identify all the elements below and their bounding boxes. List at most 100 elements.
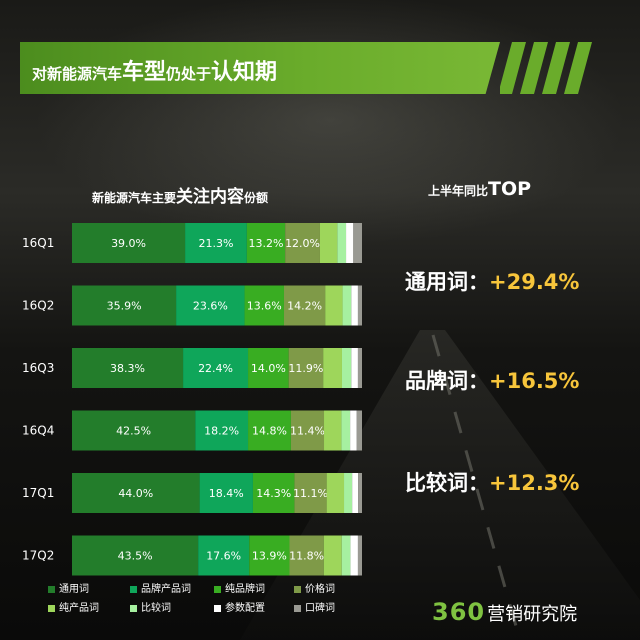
bar-segment [341, 535, 351, 576]
bar-segment [351, 285, 358, 326]
banner-stripes [500, 42, 592, 94]
bar-segment [72, 285, 177, 326]
data-label: 11.4% [290, 425, 325, 438]
category-label: 16Q2 [22, 299, 54, 313]
stat-compare: 比较词：+12.3% [405, 467, 579, 497]
data-label: 14.0% [251, 362, 286, 375]
bar-segment [249, 535, 290, 576]
bar-segment [352, 473, 359, 513]
data-label: 38.3% [110, 362, 145, 375]
bar-segment [341, 348, 352, 388]
stat-value: +16.5% [489, 369, 580, 393]
category-label: 16Q3 [22, 361, 54, 375]
bar-segment [248, 348, 289, 388]
chart-title-2: 关注内容 [176, 187, 245, 207]
data-label: 43.5% [118, 550, 153, 563]
category-label: 16Q1 [22, 236, 54, 250]
chart-title: 新能源汽车主要关注内容份额 [92, 182, 372, 207]
bar-segment [324, 410, 342, 451]
data-label: 14.3% [256, 487, 291, 500]
legend-label: 纯产品词 [59, 603, 99, 614]
data-label: 18.2% [204, 425, 239, 438]
bar-segment [198, 535, 250, 576]
data-label: 42.5% [116, 425, 151, 438]
legend-item: 通用词 [48, 580, 89, 595]
category-label: 17Q2 [22, 549, 54, 563]
bar-segment [357, 285, 362, 326]
page-title: 对新能源汽车车型仍处于认知期 [32, 54, 277, 86]
chart-title-3: 份额 [244, 191, 269, 205]
data-label: 13.6% [247, 300, 282, 313]
legend-swatch [130, 604, 137, 612]
bar-segment [325, 285, 343, 326]
data-label: 11.1% [293, 487, 328, 500]
chart-title-1: 新能源汽车主要 [92, 191, 177, 205]
bar-segment [246, 223, 286, 263]
stat-label: 品牌词： [405, 369, 489, 393]
legend-label: 参数配置 [225, 603, 265, 614]
bar-segment [248, 410, 291, 451]
data-label: 13.9% [252, 550, 287, 563]
data-label: 13.2% [249, 237, 284, 250]
bar-segment [294, 473, 327, 513]
legend-label: 纯品牌词 [225, 584, 265, 595]
stacked-bar-chart: 16Q1 39.0% 21.3% 13.2% 12.0% 16Q2 35.9% 23.6% 13… [22, 223, 362, 576]
stat-value: +12.3% [489, 471, 580, 495]
bar-segment [346, 223, 354, 263]
bar-segment [289, 535, 324, 576]
data-label: 11.8% [289, 550, 324, 563]
logo-number: 360 [432, 598, 486, 626]
bar-segment [72, 223, 186, 263]
title-text-3: 仍处于 [166, 65, 212, 83]
bar-segment [350, 410, 357, 451]
title-banner: 对新能源汽车车型仍处于认知期 [20, 42, 500, 94]
data-label: 23.6% [193, 300, 228, 313]
bar-segment [72, 535, 199, 576]
bar-segment [319, 223, 338, 263]
legend-swatch [294, 585, 301, 593]
legend-swatch [130, 585, 137, 593]
bar-segment [176, 285, 245, 326]
data-label: 44.0% [118, 487, 153, 500]
legend-swatch [48, 585, 55, 593]
legend-label: 价格词 [305, 584, 335, 595]
bar-segment [357, 535, 362, 576]
category-label: 16Q4 [22, 424, 54, 438]
data-label: 22.4% [198, 362, 233, 375]
legend-swatch [214, 585, 221, 593]
title-text-4: 认知期 [211, 60, 278, 85]
bar-segment [357, 348, 362, 388]
data-label: 12.0% [285, 237, 320, 250]
legend-item: 纯产品词 [48, 599, 99, 614]
legend-swatch [294, 604, 301, 612]
bar-segment [252, 473, 295, 513]
bar-segment [72, 410, 196, 451]
legend-label: 通用词 [59, 584, 89, 595]
top-heading-2: TOP [488, 178, 532, 200]
bar-segment [199, 473, 253, 513]
logo-text: 营销研究院 [487, 604, 578, 625]
bar-segment [326, 473, 345, 513]
stat-generic: 通用词：+29.4% [405, 266, 579, 296]
category-label: 17Q1 [22, 486, 54, 500]
bar-segment [323, 348, 342, 388]
bar-segment [353, 223, 362, 263]
data-label: 11.9% [288, 362, 323, 375]
legend-item: 口碑词 [294, 599, 335, 614]
legend-item: 价格词 [294, 580, 335, 595]
bar-segment [183, 348, 249, 388]
stat-value: +29.4% [489, 270, 580, 294]
data-label: 14.8% [252, 425, 287, 438]
legend-label: 比较词 [141, 603, 171, 614]
bar-segment [244, 285, 284, 326]
bar-segment [195, 410, 249, 451]
legend-label: 口碑词 [305, 603, 335, 614]
bar-segment [342, 285, 352, 326]
legend-swatch [48, 604, 55, 612]
bar-segment [356, 410, 362, 451]
stat-label: 比较词： [405, 471, 489, 495]
bar-segment [72, 348, 184, 388]
bar-segment [323, 535, 342, 576]
brand-logo: 360 营销研究院 [432, 598, 577, 626]
legend-item: 品牌产品词 [130, 580, 191, 595]
